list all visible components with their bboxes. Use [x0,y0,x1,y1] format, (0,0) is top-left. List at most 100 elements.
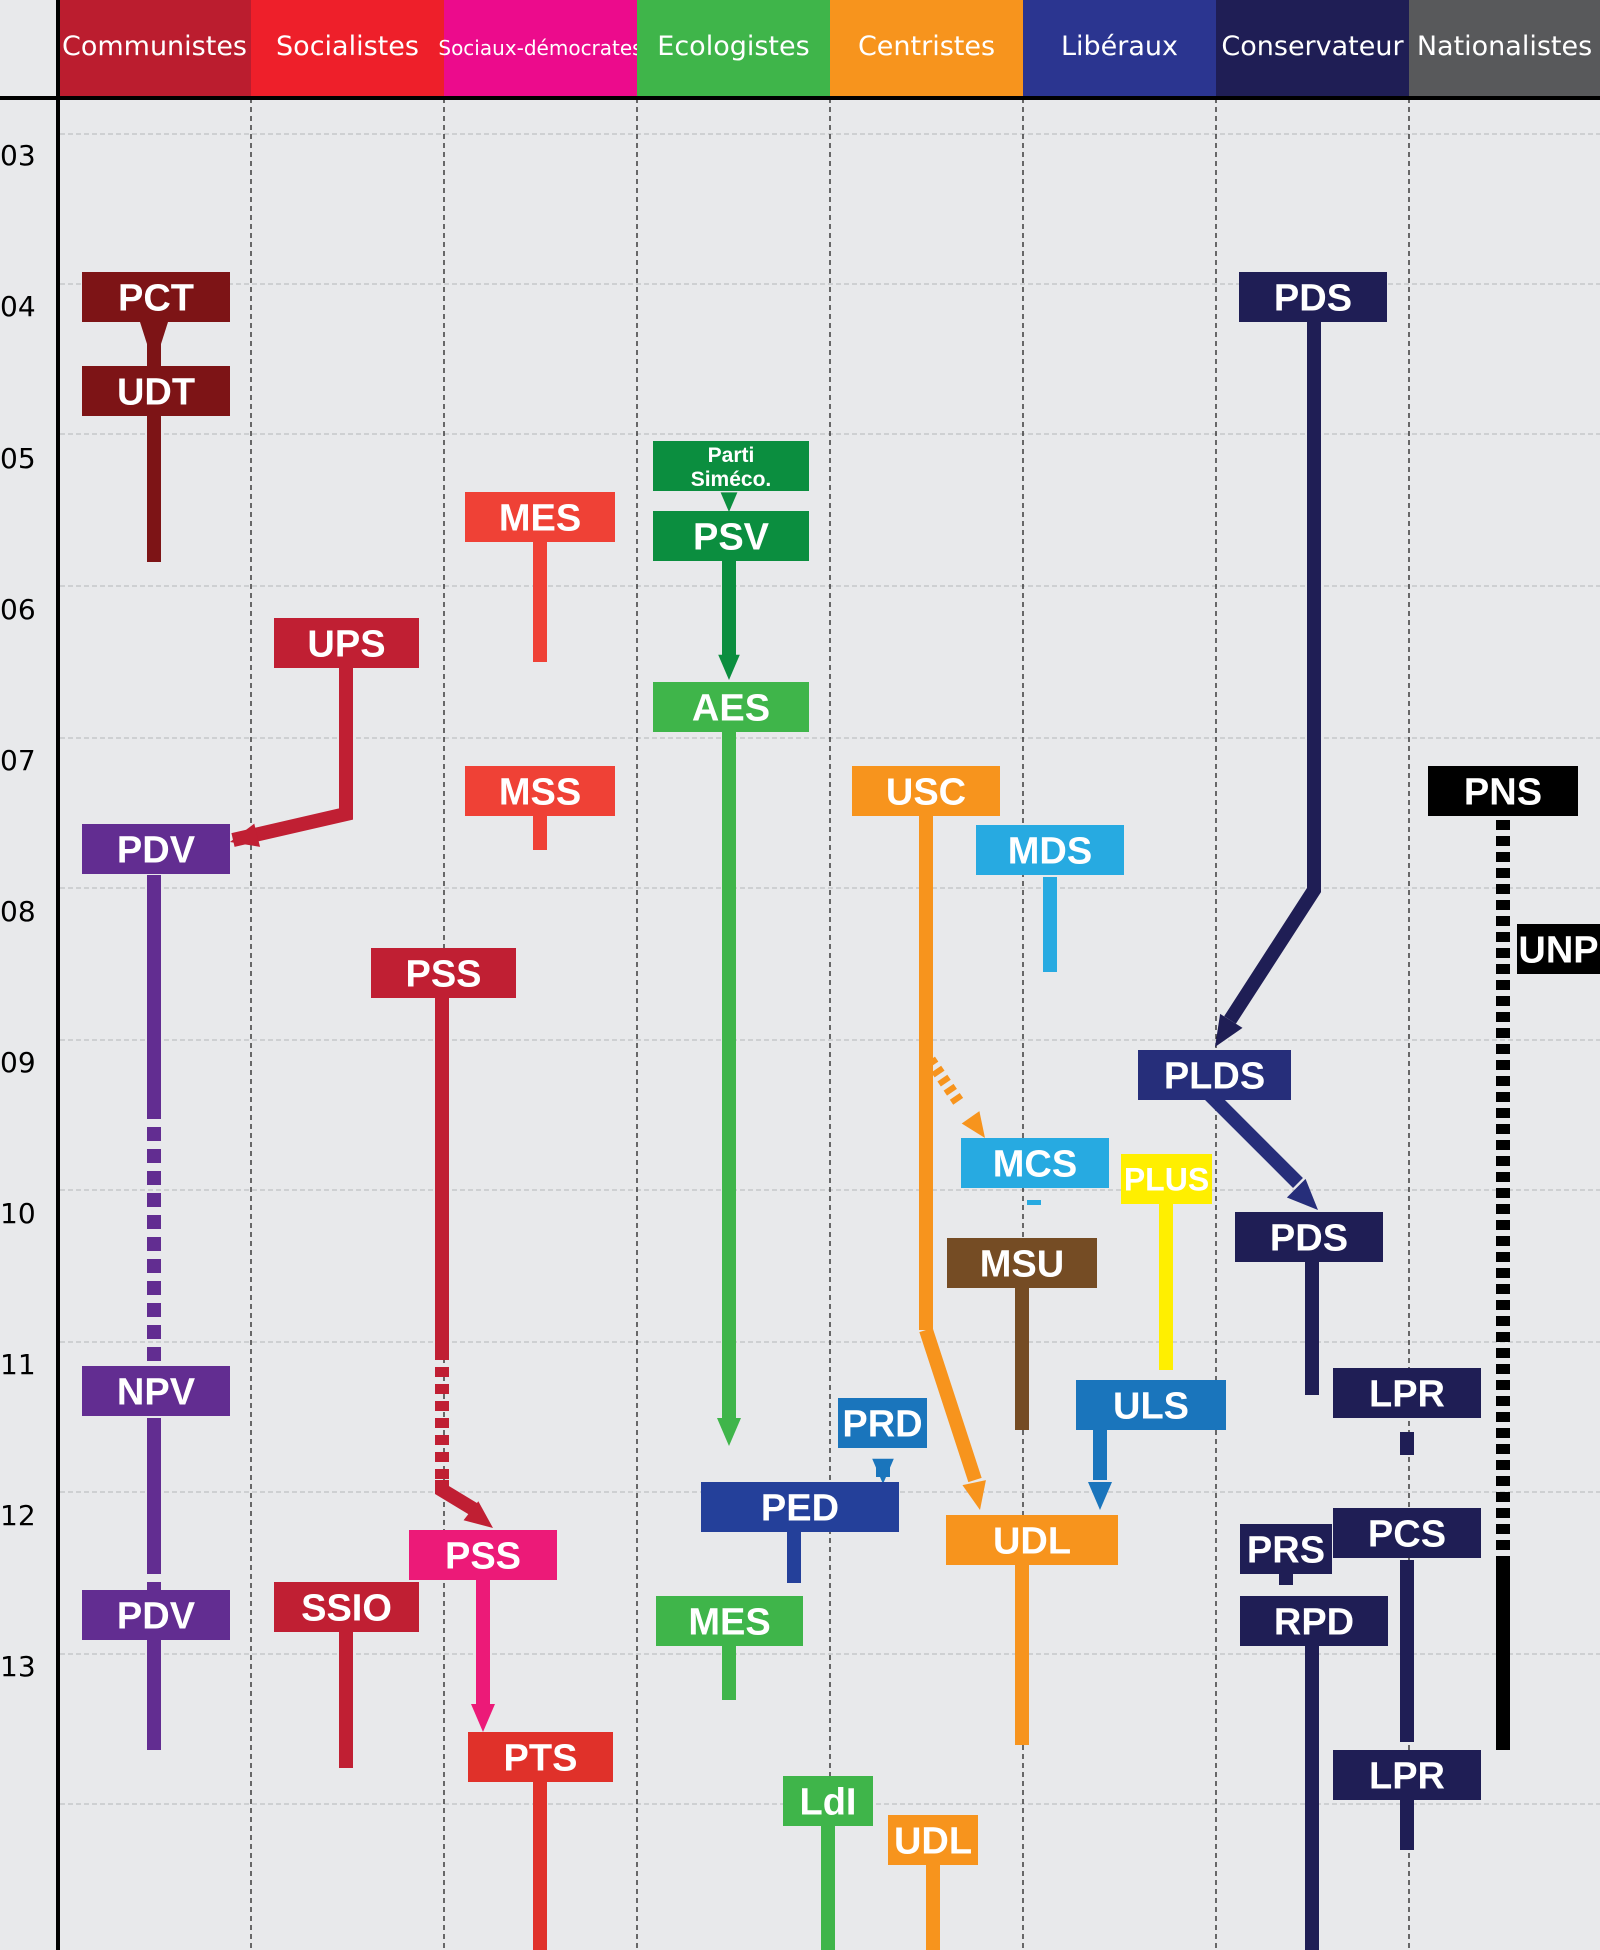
party-label: PRS [1247,1530,1325,1572]
party-label: PDS [1270,1218,1348,1260]
year-label: 08 [0,895,36,928]
party-label: PDS [1274,278,1352,320]
party-box-bg [888,1815,978,1865]
arrow-head [1088,1482,1112,1510]
party-label: PED [761,1488,839,1530]
party-box: RPD [1240,1596,1388,1646]
party-label: PSV [693,517,770,559]
party-box-bg [976,825,1124,875]
party-box-bg [82,1366,230,1416]
arrow-head [720,492,738,512]
party-label: PNS [1464,772,1542,814]
party-box-bg [1076,1380,1226,1430]
party-box-bg [1235,1212,1383,1262]
party-label: LdI [800,1782,857,1824]
party-box-bg [653,441,809,491]
year-axis: 03 04 05 06 07 08 09 10 11 12 13 [0,139,36,1683]
party-box: LPR [1333,1750,1481,1800]
party-box: UDL [888,1815,978,1865]
column-header-label: Libéraux [1061,31,1178,62]
party-box: MES [465,492,615,542]
party-box-bg [82,272,230,322]
arrow-head [463,1501,493,1528]
party-box: UDL [946,1515,1118,1565]
party-box-bg [1333,1368,1481,1418]
column-header-bg [1023,0,1216,97]
party-box-bg [1239,272,1387,322]
party-box-bg [1333,1750,1481,1800]
party-box: LPR [1333,1368,1481,1418]
year-label: 04 [0,290,36,323]
arrow-head [962,1480,986,1510]
party-box-bg [653,511,809,561]
party-label: MSU [980,1244,1064,1286]
party-label: MES [499,498,581,540]
lineage-line [231,668,353,847]
arrow-head [1215,1013,1243,1047]
party-box: MSS [465,766,615,816]
party-box: PED [701,1482,899,1532]
party-label-line: Siméco. [691,468,772,491]
party-label: LPR [1369,1756,1445,1798]
party-label: PCT [118,278,194,320]
column-header-bg [1409,0,1600,97]
party-box: PCS [1333,1508,1481,1558]
column-header-bg [58,0,251,97]
party-label: PLDS [1164,1056,1265,1098]
party-box: UNP [1517,924,1600,974]
party-box-bg [1333,1508,1481,1558]
party-label: PLUS [1124,1162,1209,1198]
party-box-bg [1517,924,1600,974]
party-box-bg [947,1238,1097,1288]
column-header-label: Communistes [62,31,247,62]
party-box: PDS [1235,1212,1383,1262]
arrow-head [230,823,261,847]
party-boxes: PCT UDT PDV NPV PDV UPS PSS SSIO MES MSS PSS PTS Par… [82,272,1600,1865]
party-box: NPV [82,1366,230,1416]
arrow-head [471,1704,495,1732]
party-box: ULS [1076,1380,1226,1430]
party-label: MES [688,1602,770,1644]
party-box-bg [961,1138,1109,1188]
party-box-bg [1428,766,1578,816]
arrow-head [140,322,168,366]
party-label: AES [692,688,770,730]
party-box: PDV [82,1590,230,1640]
party-label: UNP [1518,930,1598,972]
year-label: 07 [0,744,36,777]
party-label: PTS [504,1738,578,1780]
party-box: PTS [468,1732,613,1782]
party-box: UDT [82,366,230,416]
lineage-lines [140,322,1510,1950]
party-label: MDS [1008,831,1092,873]
year-label: 09 [0,1046,36,1079]
party-box-bg [656,1596,803,1646]
lineage-line [919,1327,982,1483]
arrow-head [872,1458,894,1484]
party-label: PDV [117,830,196,872]
party-box-bg [701,1482,899,1532]
party-box-bg [1138,1050,1291,1100]
party-label: PSS [405,954,481,996]
party-box-bg [82,366,230,416]
party-box-bg [946,1515,1118,1565]
party-label: UDL [894,1821,972,1863]
party-box-bg [274,618,419,668]
year-label: 11 [0,1348,36,1381]
column-header-label: Ecologistes [657,31,809,62]
year-label: 12 [0,1499,36,1532]
arrow-head [961,1111,985,1138]
party-box: PLUS [1121,1154,1212,1204]
party-label: UPS [307,624,385,666]
party-box: PDS [1239,272,1387,322]
year-label: 10 [0,1197,36,1230]
party-label: MCS [993,1144,1077,1186]
party-box-bg [82,824,230,874]
party-label: USC [886,772,966,814]
party-box: MSU [947,1238,1097,1288]
column-header-label: Conservateur [1221,31,1404,62]
party-box: PDV [82,824,230,874]
party-label: Parti Siméco. [691,444,772,491]
lineage-line [1224,322,1321,1024]
